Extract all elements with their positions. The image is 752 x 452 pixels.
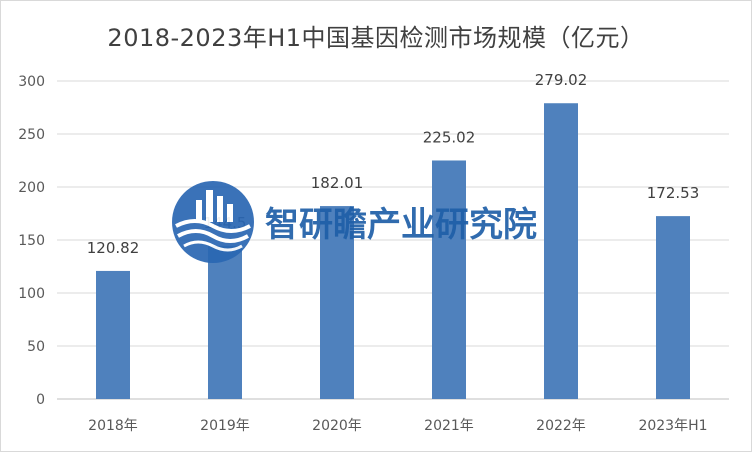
- data-label: 120.82: [87, 239, 140, 257]
- building-wave-logo-icon: [172, 181, 254, 263]
- y-axis: 0 50 100 150 200 250 300: [18, 74, 45, 408]
- y-tick-label: 150: [18, 233, 45, 249]
- bar: [96, 270, 130, 399]
- data-label: 182.01: [311, 174, 364, 192]
- data-label: 279.02: [535, 71, 588, 89]
- bars: [96, 103, 690, 399]
- data-label: 172.53: [647, 184, 700, 202]
- y-tick-label: 200: [18, 180, 45, 196]
- x-tick-label: 2018年: [88, 418, 138, 434]
- x-tick-label: 2022年: [536, 418, 586, 434]
- x-tick-label: 2023年H1: [638, 418, 707, 434]
- bar: [208, 245, 242, 399]
- data-label: 225.02: [423, 128, 476, 146]
- x-tick-label: 2019年: [200, 418, 250, 434]
- bar: [544, 103, 578, 399]
- chart-title: 2018-2023年H1中国基因检测市场规模（亿元）: [107, 24, 645, 52]
- gridlines: [57, 80, 729, 400]
- x-tick-label: 2021年: [424, 418, 474, 434]
- y-tick-label: 100: [18, 286, 45, 302]
- bar: [320, 206, 354, 399]
- y-tick-label: 0: [36, 392, 45, 408]
- bar: [656, 216, 690, 399]
- bar: [432, 160, 466, 399]
- x-tick-label: 2020年: [312, 418, 362, 434]
- watermark: 智研瞻产业研究院: [172, 181, 537, 263]
- y-tick-label: 300: [18, 74, 45, 90]
- y-tick-label: 250: [18, 127, 45, 143]
- x-axis: 2018年 2019年 2020年 2021年 2022年 2023年H1: [88, 418, 707, 434]
- watermark-text: 智研瞻产业研究院: [265, 205, 537, 245]
- y-tick-label: 50: [27, 339, 45, 355]
